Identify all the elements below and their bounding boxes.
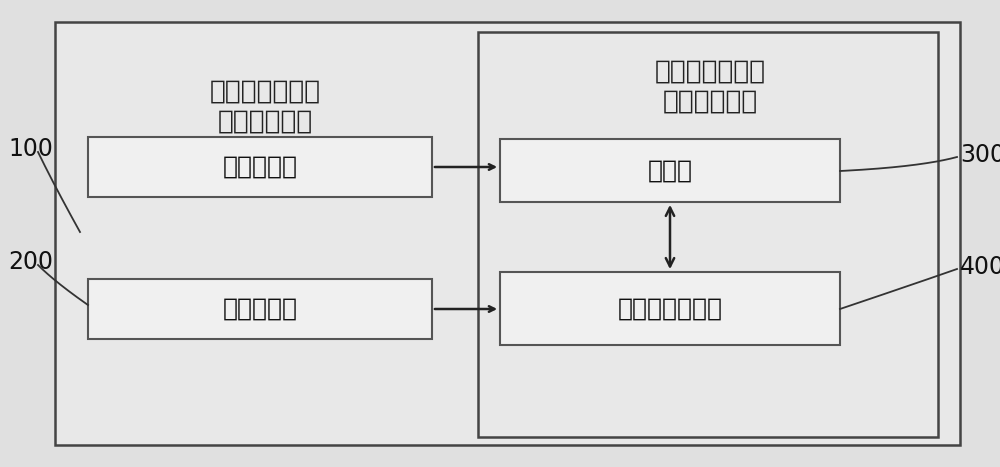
Bar [500,139,840,202]
Bar [478,32,938,437]
Text: 200: 200 [8,250,53,274]
Text: 100: 100 [8,137,53,161]
Text: 控制器: 控制器 [648,158,692,183]
Text: 信号采集系统: 信号采集系统 [662,89,758,115]
Text: 信号采集装置: 信号采集装置 [217,109,313,135]
Bar [88,137,432,197]
Text: 第一传感器: 第一传感器 [222,155,298,179]
Bar [88,279,432,339]
Text: 400: 400 [960,255,1000,279]
Text: 300: 300 [960,143,1000,167]
Bar [500,272,840,345]
Text: 第一数据处理器: 第一数据处理器 [618,297,722,320]
Text: 第二传感器: 第二传感器 [222,297,298,321]
Text: 脑电双频谱监测: 脑电双频谱监测 [654,59,766,85]
Text: 脑电双频谱监测: 脑电双频谱监测 [209,79,321,105]
